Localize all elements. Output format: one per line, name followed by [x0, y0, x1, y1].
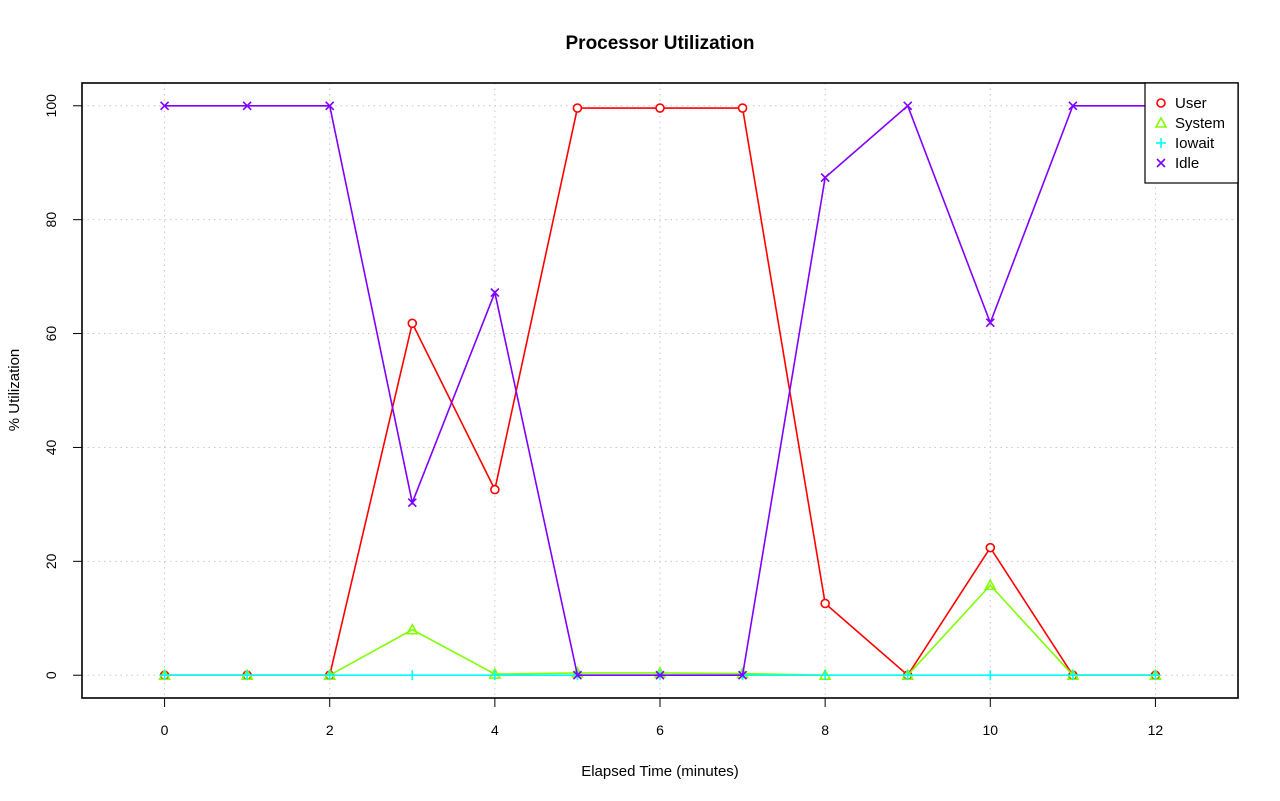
- y-axis-label: % Utilization: [6, 349, 23, 432]
- data-point-iowait: [985, 670, 996, 681]
- x-tick-label: 10: [982, 722, 998, 738]
- legend: User System Iowait Idle: [1144, 82, 1239, 184]
- data-point-idle: [490, 287, 500, 298]
- legend-label-iowait: Iowait: [1175, 135, 1215, 152]
- data-point-idle: [1068, 101, 1078, 111]
- data-point-user: [820, 598, 830, 609]
- data-point-iowait: [324, 670, 335, 681]
- data-point-user: [490, 484, 500, 495]
- data-point-iowait: [1150, 670, 1161, 681]
- data-point-iowait: [159, 670, 170, 681]
- data-point-idle: [985, 318, 995, 328]
- x-tick-label: 2: [326, 722, 334, 738]
- x-axis-label: Elapsed Time (minutes): [581, 763, 739, 780]
- data-point-iowait: [242, 670, 253, 681]
- chart-title: Processor Utilization: [566, 33, 755, 54]
- legend-item-iowait: Iowait: [1156, 135, 1215, 152]
- data-point-user: [737, 103, 748, 113]
- legend-marker-user: [1156, 98, 1166, 108]
- data-point-iowait: [820, 670, 831, 681]
- data-point-idle: [655, 670, 665, 680]
- grid-lines: [82, 83, 1238, 698]
- data-point-user: [985, 542, 996, 553]
- x-tick-label: 6: [656, 722, 664, 738]
- legend-item-system: System: [1154, 115, 1225, 132]
- legend-label-user: User: [1175, 95, 1207, 112]
- data-point-user: [655, 103, 665, 113]
- axes: 0 2 4 6 8 10 12 0 20 40 60 80 100: [43, 94, 1163, 738]
- legend-item-idle: Idle: [1156, 155, 1199, 172]
- data-point-user: [572, 103, 583, 113]
- data-point-idle: [820, 172, 830, 183]
- y-tick-label: 80: [43, 212, 59, 228]
- y-tick-label: 20: [43, 553, 59, 569]
- y-tick-label: 100: [43, 94, 59, 118]
- data-point-iowait: [407, 670, 418, 681]
- legend-label-idle: Idle: [1175, 155, 1199, 172]
- y-tick-label: 60: [43, 326, 59, 342]
- data-point-idle: [242, 101, 252, 111]
- data-point-iowait: [1067, 670, 1078, 681]
- y-tick-label: 0: [43, 671, 59, 679]
- data-point-idle: [572, 670, 582, 680]
- data-point-idle: [903, 101, 913, 111]
- data-point-system: [983, 578, 997, 591]
- legend-marker-idle: [1156, 158, 1166, 168]
- legend-marker-iowait: [1156, 138, 1166, 148]
- data-point-idle: [160, 101, 170, 111]
- legend-item-user: User: [1156, 95, 1207, 112]
- x-tick-label: 8: [821, 722, 829, 738]
- x-tick-label: 0: [161, 722, 169, 738]
- data-point-idle: [738, 670, 748, 680]
- x-tick-label: 4: [491, 722, 499, 738]
- data-point-system: [405, 623, 419, 635]
- data-point-iowait: [902, 670, 913, 681]
- data-point-idle: [407, 498, 417, 508]
- legend-marker-system: [1154, 116, 1168, 128]
- data-point-idle: [325, 101, 335, 111]
- data-point-iowait: [489, 670, 500, 681]
- x-tick-label: 12: [1148, 722, 1164, 738]
- series-lines: [158, 101, 1162, 681]
- y-tick-label: 40: [43, 439, 59, 455]
- legend-label-system: System: [1175, 115, 1225, 132]
- data-point-user: [407, 318, 418, 329]
